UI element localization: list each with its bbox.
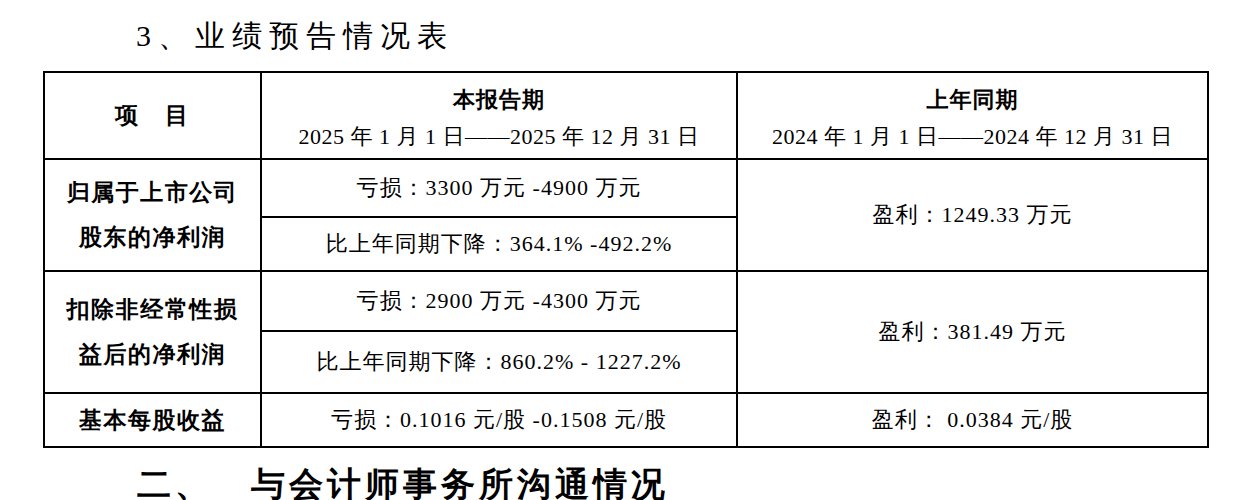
row1-label-cell: 归属于上市公司 股东的净利润 — [44, 159, 261, 271]
row3-prior-value: 盈利： 0.0384 元/股 — [738, 405, 1207, 435]
row2-label-cell: 扣除非经常性损 益后的净利润 — [44, 271, 261, 393]
row1-current-change: 比上年同期下降：364.1% -492.2% — [262, 229, 736, 259]
row3-current-value: 亏损：0.1016 元/股 -0.1508 元/股 — [262, 405, 736, 435]
prior-period-range: 2024 年 1 月 1 日——2024 年 12 月 31 日 — [738, 115, 1207, 153]
row2-current-value: 亏损：2900 万元 -4300 万元 — [262, 286, 736, 316]
table-header-row: 项 目 本报告期 2025 年 1 月 1 日——2025 年 12 月 31 … — [44, 72, 1208, 159]
section-title: 3、业绩预告情况表 — [136, 16, 454, 56]
row2-current-change-cell: 比上年同期下降：860.2% - 1227.2% — [261, 331, 737, 393]
header-item-cell: 项 目 — [44, 72, 261, 159]
document-page: 3、业绩预告情况表 项 目 本报告期 2025 年 1 月 1 日——2025 … — [0, 0, 1249, 500]
current-period-title: 本报告期 — [262, 79, 736, 115]
row1-prior-value-cell: 盈利：1249.33 万元 — [737, 159, 1208, 271]
row1-current-value-cell: 亏损：3300 万元 -4900 万元 — [261, 159, 737, 217]
row1-label: 归属于上市公司 股东的净利润 — [45, 170, 260, 260]
next-section-title: 二、 与会计师事务所沟通情况 — [137, 464, 669, 500]
row2-current-change: 比上年同期下降：860.2% - 1227.2% — [262, 347, 736, 377]
row1-current-change-cell: 比上年同期下降：364.1% -492.2% — [261, 217, 737, 271]
row1-current-value: 亏损：3300 万元 -4900 万元 — [262, 173, 736, 203]
row2-prior-value: 盈利：381.49 万元 — [738, 317, 1207, 347]
current-period-range: 2025 年 1 月 1 日——2025 年 12 月 31 日 — [262, 115, 736, 153]
header-current-period-cell: 本报告期 2025 年 1 月 1 日——2025 年 12 月 31 日 — [261, 72, 737, 159]
table-row: 基本每股收益 亏损：0.1016 元/股 -0.1508 元/股 盈利： 0.0… — [44, 393, 1208, 447]
header-prior-period-cell: 上年同期 2024 年 1 月 1 日——2024 年 12 月 31 日 — [737, 72, 1208, 159]
row3-label: 基本每股收益 — [45, 398, 260, 443]
row3-prior-value-cell: 盈利： 0.0384 元/股 — [737, 393, 1208, 447]
row1-prior-value: 盈利：1249.33 万元 — [738, 200, 1207, 230]
table-row: 归属于上市公司 股东的净利润 亏损：3300 万元 -4900 万元 盈利：12… — [44, 159, 1208, 217]
table-row: 扣除非经常性损 益后的净利润 亏损：2900 万元 -4300 万元 盈利：38… — [44, 271, 1208, 331]
row2-label: 扣除非经常性损 益后的净利润 — [45, 287, 260, 377]
row3-label-cell: 基本每股收益 — [44, 393, 261, 447]
performance-forecast-table: 项 目 本报告期 2025 年 1 月 1 日——2025 年 12 月 31 … — [43, 71, 1209, 448]
prior-period-title: 上年同期 — [738, 79, 1207, 115]
header-item-label: 项 目 — [45, 100, 260, 131]
row2-prior-value-cell: 盈利：381.49 万元 — [737, 271, 1208, 393]
row2-current-value-cell: 亏损：2900 万元 -4300 万元 — [261, 271, 737, 331]
row3-current-value-cell: 亏损：0.1016 元/股 -0.1508 元/股 — [261, 393, 737, 447]
